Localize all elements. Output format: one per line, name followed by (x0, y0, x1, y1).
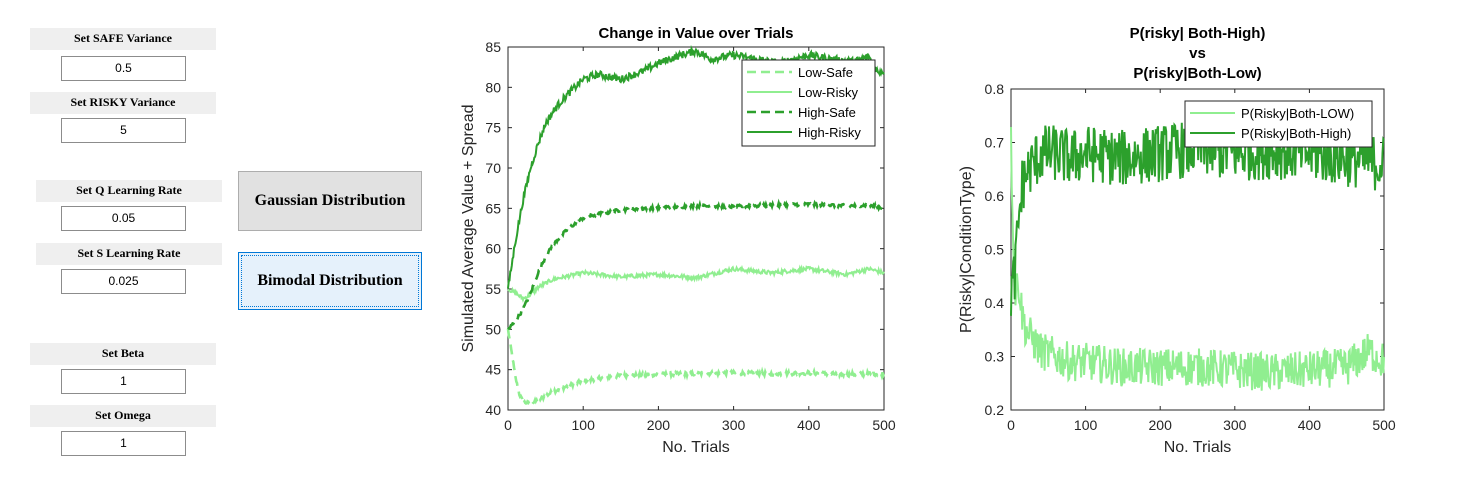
y-tick-label: 80 (485, 79, 501, 95)
x-tick-label: 100 (572, 417, 596, 433)
legend-label: P(Risky|Both-High) (1241, 126, 1351, 141)
gaussian-distribution-button[interactable]: Gaussian Distribution (238, 171, 422, 231)
omega-label: Set Omega (30, 405, 216, 427)
y-tick-label: 45 (485, 362, 501, 378)
y-tick-label: 60 (485, 241, 501, 257)
legend-box (1184, 100, 1373, 148)
y-tick-label: 0.7 (985, 135, 1005, 151)
x-axis-label: No. Trials (1164, 439, 1232, 456)
beta-label: Set Beta (30, 343, 216, 365)
legend-box (741, 59, 876, 147)
q-learning-rate-label: Set Q Learning Rate (36, 180, 222, 202)
legend-label: High-Risky (798, 125, 861, 140)
y-axis-label: Simulated Average Value + Spread (460, 104, 477, 352)
y-tick-label: 0.6 (985, 188, 1005, 204)
y-tick-label: 85 (485, 39, 501, 55)
chart-title: P(risky| Both-High) (1130, 25, 1266, 42)
chart-title: Change in Value over Trials (598, 25, 793, 42)
legend-label: Low-Safe (798, 65, 853, 80)
y-tick-label: 40 (485, 402, 501, 418)
bimodal-distribution-button[interactable]: Bimodal Distribution (238, 252, 422, 310)
y-tick-label: 0.8 (985, 81, 1005, 97)
y-tick-label: 75 (485, 120, 501, 136)
x-tick-label: 200 (1149, 417, 1173, 433)
safe-variance-input[interactable]: 0.5 (61, 56, 186, 81)
y-tick-label: 0.2 (985, 402, 1005, 418)
legend-label: Low-Risky (798, 85, 858, 100)
q-learning-rate-input[interactable]: 0.05 (61, 206, 186, 231)
y-tick-label: 50 (485, 321, 501, 337)
y-tick-label: 0.3 (985, 349, 1005, 365)
legend-label: P(Risky|Both-LOW) (1241, 106, 1354, 121)
risky-variance-label: Set RISKY Variance (30, 92, 216, 114)
chart-title: vs (1189, 45, 1206, 62)
x-tick-label: 100 (1074, 417, 1098, 433)
risky-variance-input[interactable]: 5 (61, 118, 186, 143)
plot-area (507, 46, 885, 411)
x-tick-label: 400 (1298, 417, 1322, 433)
y-tick-label: 70 (485, 160, 501, 176)
series-line-low-risky (507, 264, 885, 303)
y-tick-label: 55 (485, 281, 501, 297)
y-tick-label: 0.5 (985, 242, 1005, 258)
series-line-p-risky-both-low- (1010, 126, 1385, 391)
x-axis-label: No. Trials (662, 439, 730, 456)
plot-area (1010, 88, 1385, 411)
s-learning-rate-input[interactable]: 0.025 (61, 269, 186, 294)
y-axis-label: P(Risky|ConditionType) (958, 166, 975, 333)
x-tick-label: 500 (1372, 417, 1396, 433)
series-line-low-safe (506, 328, 886, 408)
omega-input[interactable]: 1 (61, 431, 186, 456)
s-learning-rate-label: Set S Learning Rate (36, 243, 222, 265)
y-tick-label: 0.4 (985, 295, 1005, 311)
x-tick-label: 0 (1007, 417, 1015, 433)
y-tick-label: 65 (485, 200, 501, 216)
x-tick-label: 0 (504, 417, 512, 433)
series-line-p-risky-both-high- (1010, 119, 1385, 316)
x-tick-label: 300 (722, 417, 746, 433)
series-line-high-safe (507, 198, 886, 331)
series-line-high-risky (507, 44, 885, 289)
x-tick-label: 500 (872, 417, 896, 433)
legend-label: High-Safe (798, 105, 856, 120)
x-tick-label: 400 (797, 417, 821, 433)
safe-variance-label: Set SAFE Variance (30, 28, 216, 50)
x-tick-label: 200 (647, 417, 671, 433)
x-tick-label: 300 (1223, 417, 1247, 433)
beta-input[interactable]: 1 (61, 369, 186, 394)
chart-title: P(risky|Both-Low) (1133, 65, 1261, 82)
